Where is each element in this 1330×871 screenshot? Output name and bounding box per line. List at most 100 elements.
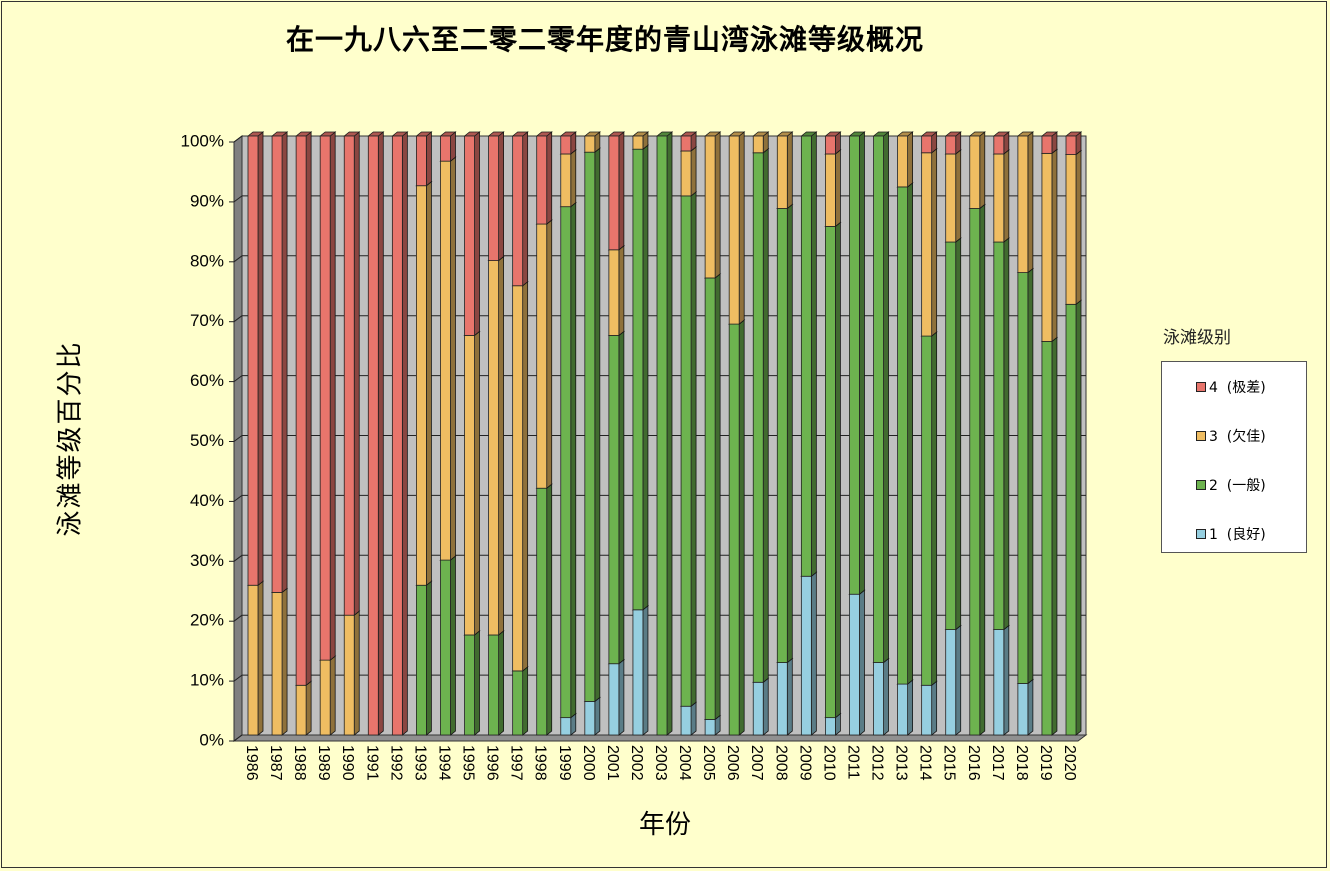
bar-segment-1993-2: [415, 580, 433, 736]
x-tick-label: 2020: [1061, 745, 1078, 781]
bar-segment-2000-1: [583, 696, 601, 736]
gridline-side: [233, 135, 243, 143]
floor: [232, 734, 1088, 742]
y-tick-label: 80%: [190, 251, 224, 270]
bar-segment-2008-3: [776, 131, 794, 210]
bar-segment-1996-4: [487, 131, 505, 262]
bar-segment-1995-3: [463, 330, 481, 636]
x-tick-label: 2000: [580, 745, 597, 781]
bar-segment-2011-1: [848, 589, 866, 736]
bar-segment-1987-3: [270, 587, 289, 736]
x-tick-label: 1991: [363, 745, 380, 781]
bar-segment-1998-2: [535, 483, 553, 736]
bar-segment-1991-4: [367, 131, 385, 736]
bar-segment-2013-2: [896, 182, 914, 685]
y-tick-label: 100%: [181, 131, 224, 150]
bar-segment-2002-1: [631, 604, 650, 736]
bar-segment-1986-4: [246, 131, 265, 587]
bar-segment-2006-2: [728, 319, 746, 736]
bar-segment-2017-2: [992, 237, 1010, 631]
bar-segment-2014-2: [920, 331, 938, 687]
bar-segment-1997-3: [511, 280, 529, 672]
x-tick-label: 2008: [772, 745, 789, 781]
bar-segment-2012-2: [872, 131, 890, 664]
bar-segment-1996-2: [487, 630, 505, 736]
legend-item: 1 (良好): [1196, 524, 1266, 544]
bar-segment-2005-2: [703, 273, 722, 721]
gridline-side: [233, 255, 243, 263]
y-tick-label: 60%: [190, 371, 224, 390]
x-tick-label: 2010: [820, 745, 837, 781]
bar-segment-2001-3: [607, 244, 626, 337]
bar-segment-1997-2: [511, 666, 529, 736]
bar-segment-2013-1: [896, 679, 914, 736]
x-tick-label: 2014: [917, 745, 934, 781]
legend-item: 2 (一般): [1196, 475, 1266, 495]
bar-segment-1999-2: [559, 201, 577, 719]
x-tick-label: 1997: [508, 745, 525, 781]
bar-segment-2001-4: [607, 131, 626, 251]
x-tick-label: 2013: [893, 745, 910, 781]
gridline-side: [233, 554, 243, 562]
legend-item: 4 (极差): [1196, 377, 1266, 397]
bar-segment-2000-3: [583, 131, 601, 154]
bar-segment-2006-3: [728, 131, 746, 325]
x-tick-label: 2012: [869, 745, 886, 781]
gridline-side: [233, 494, 243, 502]
x-tick-label: 2009: [796, 745, 813, 781]
x-tick-label: 1993: [411, 745, 428, 781]
bar-segment-2020-2: [1064, 299, 1083, 736]
bar-segment-2015-3: [944, 149, 962, 243]
bar-segment-2007-1: [752, 677, 770, 736]
y-tick-label: 30%: [190, 551, 224, 570]
x-tick-label: 2002: [628, 745, 645, 781]
bar-segment-2018-3: [1016, 131, 1035, 274]
bar-segment-2012-1: [872, 657, 890, 736]
y-tick-label: 90%: [190, 191, 224, 210]
legend-swatch: [1196, 529, 1206, 539]
y-tick-label: 10%: [190, 671, 224, 690]
bar-segment-1993-3: [415, 180, 433, 587]
gridline-side: [233, 315, 243, 323]
bar-segment-2009-2: [800, 131, 818, 578]
x-tick-label: 2015: [941, 745, 958, 781]
legend-label: 3 (欠佳): [1209, 429, 1266, 445]
bar-segment-1987-4: [270, 131, 289, 594]
bar-segment-2019-3: [1040, 148, 1059, 343]
bar-segment-1988-3: [294, 680, 313, 736]
bar-segment-2019-4: [1040, 131, 1059, 155]
x-tick-label: 1988: [291, 745, 308, 781]
bar-segment-1999-4: [559, 131, 577, 155]
bar-segment-1993-4: [415, 131, 433, 187]
gridline-side: [233, 614, 243, 622]
bar-segment-1990-4: [343, 131, 361, 617]
bar-segment-2000-2: [583, 147, 601, 703]
bar-segment-2004-4: [679, 131, 698, 152]
bar-segment-1986-3: [246, 580, 265, 736]
gridline-side: [233, 674, 243, 682]
bar-segment-1996-3: [487, 255, 505, 636]
x-tick-label: 1999: [556, 745, 573, 781]
bar-segment-2001-2: [607, 330, 626, 665]
bar-segment-2004-2: [679, 191, 698, 708]
bar-segment-1995-4: [463, 131, 481, 337]
legend-swatch: [1196, 480, 1206, 490]
x-tick-label: 2011: [844, 745, 861, 780]
bar-segment-1992-4: [391, 131, 409, 736]
legend-swatch: [1196, 431, 1206, 441]
chart-title: 在一九八六至二零二零年度的青山湾泳滩等级概况: [285, 23, 924, 56]
x-tick-label: 1996: [484, 745, 501, 781]
legend-swatch: [1196, 382, 1206, 392]
bar-segment-2020-4: [1064, 131, 1083, 156]
bar-segment-2017-1: [992, 624, 1010, 736]
bar-segment-1994-2: [439, 555, 457, 736]
bar-segment-2017-4: [992, 131, 1010, 155]
x-tick-label: 1990: [339, 745, 356, 781]
y-tick-label: 20%: [190, 611, 224, 630]
bar-segment-2003-2: [655, 131, 674, 736]
y-tick-label: 0%: [199, 730, 224, 749]
bar-segment-1988-4: [294, 131, 313, 687]
x-tick-label: 2018: [1013, 745, 1030, 781]
